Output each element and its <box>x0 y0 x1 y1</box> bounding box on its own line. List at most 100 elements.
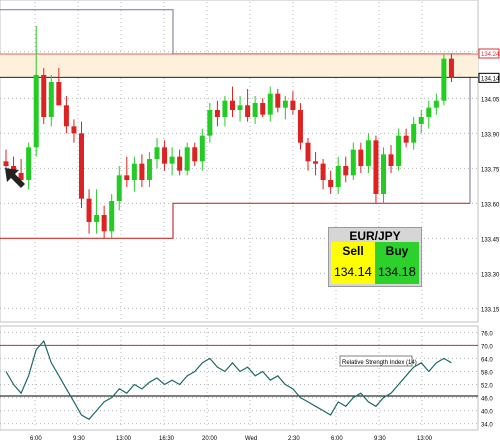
candle-body <box>448 58 454 78</box>
candle-body <box>169 156 175 164</box>
time-tick-label: Wed <box>245 436 257 442</box>
price-axis: 134.25134.05133.90133.75133.60133.45133.… <box>478 48 500 313</box>
candle-body <box>237 105 243 110</box>
price-tick-label: 133.45 <box>481 237 500 243</box>
price-tick-label: 133.90 <box>481 132 500 138</box>
time-tick-label: 20:00 <box>202 436 218 442</box>
candle-body <box>411 124 417 143</box>
candle-body <box>3 161 9 166</box>
candle-body <box>335 166 341 187</box>
candle-body <box>388 154 394 166</box>
bid-marker <box>478 72 500 83</box>
candle-body <box>403 135 409 143</box>
candle-body <box>146 159 152 180</box>
candle-body <box>207 110 213 136</box>
price-tick-label: 134.05 <box>481 97 500 103</box>
time-axis: 6:00 9:30 13:00 16:30 20:00 Wed 2:30 6:00 9:30 13… <box>30 436 433 442</box>
time-tick-label: 13:00 <box>116 436 132 442</box>
price-tick-label: 133.60 <box>481 202 500 208</box>
candle-body <box>177 156 183 171</box>
candle-body <box>41 75 47 117</box>
ask-marker <box>478 48 500 59</box>
buy-price-pips: 18 <box>401 264 416 279</box>
buy-button[interactable]: Buy 134.18 <box>375 242 419 284</box>
candle-body <box>381 154 386 194</box>
candle-body <box>33 75 39 148</box>
candle-body <box>63 105 69 127</box>
arrow-up-left-icon <box>5 168 25 188</box>
sell-price-prefix: 134. <box>334 265 358 279</box>
buy-price-prefix: 134. <box>378 265 402 279</box>
candle-body <box>418 117 424 124</box>
candle-body <box>162 147 168 164</box>
candle-body <box>94 215 100 222</box>
candle-body <box>199 135 205 162</box>
rsi-tick-label: 58.0 <box>481 370 493 376</box>
candle-body <box>297 110 303 143</box>
candle-body <box>192 147 198 162</box>
sell-label: Sell <box>342 244 364 258</box>
rsi-tick-label: 46.0 <box>481 397 493 403</box>
candle-body <box>252 103 258 117</box>
candle-body <box>56 82 62 106</box>
candle-body <box>396 135 402 166</box>
candle-body <box>71 126 77 134</box>
candle-body <box>441 58 447 101</box>
candle-body <box>79 133 84 199</box>
sell-price-pips: 14 <box>357 264 372 279</box>
candle-body <box>320 163 326 180</box>
price-tick-label: 133.15 <box>481 307 500 313</box>
candle-body <box>214 110 220 117</box>
candles <box>3 26 454 239</box>
time-tick-label: 6:00 <box>331 436 343 442</box>
candle-body <box>154 147 160 159</box>
time-tick-label: 6:00 <box>30 436 42 442</box>
candle-body <box>48 82 54 117</box>
candle-body <box>26 147 32 180</box>
candle-body <box>282 100 288 108</box>
grid <box>0 2 478 428</box>
sell-price: 134.14 <box>331 264 375 279</box>
candle-body <box>358 149 364 166</box>
candle-body <box>116 175 122 201</box>
time-tick-label: 9:30 <box>374 436 386 442</box>
time-tick-label: 2:30 <box>288 436 300 442</box>
rsi-legend-label: Relative Strength Index (14) <box>342 360 417 366</box>
candle-body <box>313 161 319 164</box>
candle-body <box>267 93 273 115</box>
candle-body <box>18 173 24 180</box>
range-lines <box>0 9 478 239</box>
rsi-panel: 76.0 70.0 64.0 58.0 52.0 46.0 40.0 34.0 <box>0 331 493 429</box>
time-tick-label: 13:00 <box>417 436 433 442</box>
candle-body <box>290 100 296 110</box>
rsi-tick-label: 64.0 <box>481 357 493 363</box>
rsi-tick-label: 40.0 <box>481 410 493 416</box>
candle-body <box>365 140 371 166</box>
price-tick-label: 133.75 <box>481 167 500 173</box>
range-low-line <box>0 202 470 239</box>
candle-body <box>260 103 266 115</box>
candle-body <box>101 215 107 232</box>
pair-label: EUR/JPY <box>349 229 401 243</box>
rsi-series-line <box>5 339 452 421</box>
ask-marker-label: 134.24 <box>481 52 500 58</box>
time-tick-label: 9:30 <box>73 436 85 442</box>
candle-body <box>109 201 115 232</box>
quote-widget: EUR/JPY Sell 134.14 Buy 134.18 <box>328 227 422 287</box>
buy-label: Buy <box>385 244 409 258</box>
candle-body <box>305 142 311 162</box>
rsi-tick-label: 34.0 <box>481 423 493 429</box>
rsi-tick-label: 70.0 <box>481 344 493 350</box>
candle-body <box>328 180 334 187</box>
candle-body <box>139 163 145 180</box>
candle-body <box>230 100 235 110</box>
candle-body <box>184 147 190 171</box>
candle-body <box>131 163 137 180</box>
candle-body <box>275 93 281 108</box>
sell-button[interactable]: Sell 134.14 <box>331 242 375 284</box>
candle-body <box>343 166 349 176</box>
time-tick-label: 16:30 <box>159 436 175 442</box>
candle-body <box>373 140 379 194</box>
